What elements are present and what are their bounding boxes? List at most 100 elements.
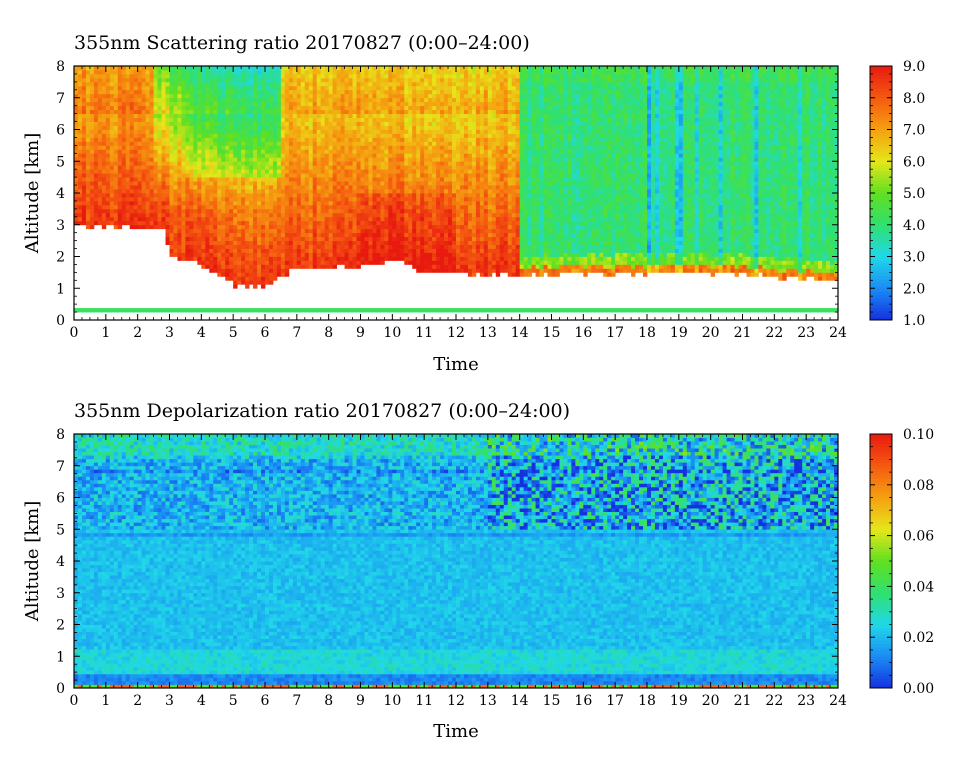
heatmap-cell <box>376 248 381 253</box>
heatmap-cell <box>201 81 206 87</box>
heatmap-cell <box>392 153 397 158</box>
heatmap-cell <box>265 244 270 249</box>
heatmap-cell <box>101 220 107 226</box>
heatmap-cell <box>268 181 274 186</box>
heatmap-cell <box>193 185 198 190</box>
heatmap-cell <box>348 89 353 95</box>
heatmap-cell <box>253 196 258 202</box>
heatmap-cell <box>428 256 433 261</box>
heatmap-cell <box>165 81 170 87</box>
heatmap-cell <box>312 212 318 218</box>
heatmap-cell <box>344 185 349 190</box>
heatmap-cell <box>145 161 151 166</box>
heatmap-cell <box>272 169 278 174</box>
heatmap-cell <box>105 85 111 91</box>
heatmap-cell <box>197 141 202 146</box>
heatmap-cell <box>416 248 421 253</box>
heatmap-cell <box>173 137 178 142</box>
heatmap-cell <box>384 93 389 99</box>
heatmap-cell <box>249 169 254 174</box>
heatmap-cell <box>467 129 473 134</box>
heatmap-cell <box>396 196 401 202</box>
heatmap-cell <box>328 93 334 99</box>
heatmap-cell <box>177 149 182 154</box>
heatmap-cell <box>257 73 262 79</box>
heatmap-cell <box>189 208 194 214</box>
heatmap-cell <box>288 81 294 87</box>
heatmap-cell <box>360 256 365 261</box>
heatmap-cell <box>352 244 357 249</box>
heatmap-cell <box>392 97 397 103</box>
heatmap-cell <box>181 308 186 313</box>
heatmap-cell <box>173 165 178 170</box>
heatmap-cell <box>380 200 385 206</box>
heatmap-cell <box>412 248 417 253</box>
heatmap-cell <box>253 97 258 103</box>
heatmap-cell <box>444 220 449 226</box>
heatmap-cell <box>288 66 294 71</box>
heatmap-cell <box>444 189 449 194</box>
heatmap-cell <box>424 185 429 190</box>
heatmap-cell <box>392 113 397 118</box>
heatmap-cell <box>181 69 186 75</box>
heatmap-cell <box>189 165 194 170</box>
heatmap-cell <box>257 121 262 126</box>
heatmap-cell <box>400 224 405 230</box>
heatmap-cell <box>312 129 318 134</box>
heatmap-cell <box>304 81 310 87</box>
heatmap-cell <box>412 204 417 210</box>
heatmap-cell <box>436 157 441 162</box>
heatmap-cell <box>396 185 401 190</box>
heatmap-cell <box>249 109 254 115</box>
heatmap-cell <box>125 81 131 87</box>
heatmap-cell <box>85 220 91 226</box>
heatmap-cell <box>241 204 246 210</box>
heatmap-cell <box>388 220 393 226</box>
heatmap-cell <box>336 105 342 111</box>
heatmap-cell <box>137 85 143 91</box>
heatmap-cell <box>225 308 230 313</box>
heatmap-cell <box>404 220 409 226</box>
heatmap-cell <box>129 93 135 99</box>
heatmap-cell <box>193 165 198 170</box>
heatmap-cell <box>245 228 250 234</box>
heatmap-cell <box>161 196 166 202</box>
heatmap-cell <box>344 129 349 134</box>
heatmap-cell <box>388 193 393 198</box>
heatmap-cell <box>324 129 330 134</box>
heatmap-cell <box>257 173 262 178</box>
heatmap-cell <box>432 81 437 87</box>
heatmap-cell <box>113 133 119 138</box>
heatmap-cell <box>284 260 290 265</box>
heatmap-cell <box>193 101 198 107</box>
heatmap-cell <box>153 89 158 95</box>
heatmap-cell <box>109 157 115 162</box>
heatmap-cell <box>300 165 306 170</box>
heatmap-cell <box>364 185 369 190</box>
heatmap-cell <box>177 109 182 115</box>
heatmap-cell <box>296 157 302 162</box>
heatmap-cell <box>109 189 115 194</box>
heatmap-cell <box>344 224 349 230</box>
heatmap-cell <box>428 145 433 150</box>
heatmap-cell <box>436 89 441 95</box>
heatmap-cell <box>408 220 413 226</box>
heatmap-cell <box>189 196 194 202</box>
heatmap-cell <box>201 236 206 242</box>
heatmap-cell <box>348 121 353 126</box>
heatmap-cell <box>205 73 210 79</box>
heatmap-cell <box>173 173 178 178</box>
heatmap-cell <box>169 69 174 75</box>
heatmap-cell <box>280 169 286 174</box>
heatmap-cell <box>284 189 290 194</box>
heatmap-cell <box>257 105 262 111</box>
heatmap-cell <box>253 173 258 178</box>
heatmap-cell <box>209 256 214 261</box>
heatmap-cell <box>424 181 429 186</box>
heatmap-cell <box>344 73 349 79</box>
heatmap-cell <box>348 137 353 142</box>
heatmap-cell <box>440 212 445 218</box>
heatmap-cell <box>444 129 449 134</box>
heatmap-cell <box>225 196 230 202</box>
heatmap-cell <box>217 185 222 190</box>
